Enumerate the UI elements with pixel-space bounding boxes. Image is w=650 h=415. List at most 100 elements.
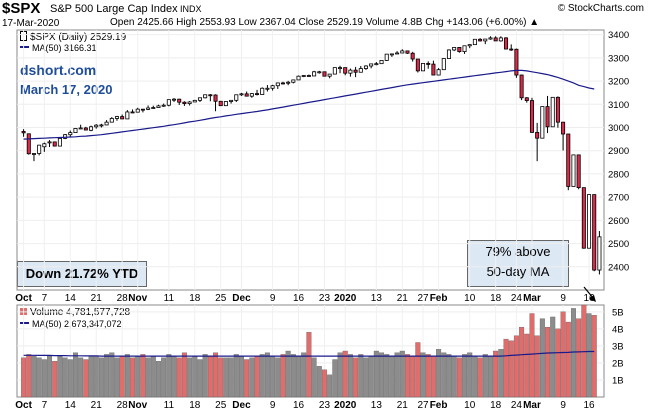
price-y-tick-label: 2900 xyxy=(608,146,629,157)
volume-bar xyxy=(399,350,405,398)
volume-bar xyxy=(353,357,359,398)
copyright-label: © StockCharts.com xyxy=(557,3,644,14)
volume-bar xyxy=(363,357,369,398)
volume-bar xyxy=(327,374,333,398)
price-x-tick-label: Nov xyxy=(128,293,147,304)
volume-bar xyxy=(384,354,390,398)
price-x-tick-label: 9 xyxy=(560,293,566,304)
volume-bar xyxy=(259,354,265,398)
candle xyxy=(42,143,47,148)
volume-x-tick-label: 24 xyxy=(511,400,523,411)
candle xyxy=(441,58,446,71)
site-annotation: dshort.com xyxy=(20,62,97,78)
volume-bar xyxy=(306,332,312,398)
volume-bar xyxy=(202,354,208,398)
candle xyxy=(524,97,529,101)
volume-bar xyxy=(560,311,566,398)
volume-x-tick-label: 18 xyxy=(490,400,502,411)
volume-bar xyxy=(503,338,509,398)
candle xyxy=(592,194,597,271)
volume-bar xyxy=(534,335,540,398)
volume-y-tick-label: 5B xyxy=(612,307,624,318)
candle xyxy=(374,63,379,66)
price-x-tick-label: 25 xyxy=(215,293,227,304)
volume-bar xyxy=(140,354,146,398)
candle xyxy=(83,127,88,131)
candle xyxy=(182,101,187,104)
volume-bar xyxy=(270,355,276,398)
candle xyxy=(301,75,306,77)
volume-bar xyxy=(342,350,348,398)
volume-bar xyxy=(487,355,493,398)
candle xyxy=(478,38,483,42)
volume-bar xyxy=(539,318,545,398)
price-y-tick-label: 3000 xyxy=(608,123,629,134)
volume-bar xyxy=(104,354,110,398)
volume-bar xyxy=(78,357,84,398)
price-x-tick-label: 21 xyxy=(91,293,103,304)
candle xyxy=(312,71,317,77)
volume-bar xyxy=(72,352,78,398)
volume-x-tick-label: 11 xyxy=(164,400,175,411)
volume-bar xyxy=(550,316,556,398)
candle xyxy=(151,107,156,109)
candle xyxy=(94,124,99,128)
volume-x-tick-label: 25 xyxy=(215,400,227,411)
volume-bar xyxy=(280,354,286,398)
candle xyxy=(317,71,322,74)
candle xyxy=(280,82,285,85)
candle xyxy=(535,131,540,139)
volume-bar xyxy=(404,354,410,398)
candle xyxy=(156,105,161,108)
volume-bar xyxy=(467,352,473,398)
volume-bar xyxy=(228,357,234,398)
candle xyxy=(483,38,488,42)
price-y-tick-label: 3100 xyxy=(608,100,629,111)
candle xyxy=(322,71,327,77)
candle xyxy=(203,94,208,99)
candle xyxy=(519,74,524,99)
candle xyxy=(260,87,265,95)
candle xyxy=(291,79,296,83)
price-x-tick-label: 13 xyxy=(371,293,383,304)
volume-x-tick-label: Nov xyxy=(128,400,147,411)
volume-y-tick-label: 1B xyxy=(612,375,624,386)
price-y-tick-label: 2400 xyxy=(608,262,629,273)
callout-arrow-head xyxy=(589,295,596,302)
candle xyxy=(555,96,560,123)
volume-bar xyxy=(192,355,198,398)
candle xyxy=(296,75,301,81)
volume-bar xyxy=(296,355,302,398)
volume-bar xyxy=(477,357,483,398)
candle xyxy=(68,132,73,136)
volume-bar xyxy=(233,354,239,398)
volume-bar xyxy=(337,352,343,398)
candle xyxy=(275,82,280,87)
volume-x-tick-label: 10 xyxy=(464,400,476,411)
price-x-tick-label: 11 xyxy=(164,293,175,304)
candle xyxy=(109,118,114,123)
volume-x-tick-label: 14 xyxy=(65,400,77,411)
candle xyxy=(467,44,472,47)
candle xyxy=(130,111,135,114)
volume-bar xyxy=(62,357,68,398)
volume-bar xyxy=(545,326,551,398)
volume-bar xyxy=(238,355,244,398)
candle xyxy=(57,138,62,147)
volume-x-tick-label: 28 xyxy=(117,400,129,411)
volume-bar xyxy=(218,357,224,398)
candle xyxy=(89,126,94,131)
volume-bar xyxy=(332,359,338,398)
candle xyxy=(192,99,197,103)
candle xyxy=(363,65,368,69)
exchange-label: INDX xyxy=(180,4,202,14)
volume-bar xyxy=(472,355,478,398)
candle xyxy=(369,63,374,67)
volume-bar xyxy=(213,352,219,398)
volume-bar xyxy=(114,357,120,398)
quote-line: Open 2425.66 High 2553.93 Low 2367.04 Cl… xyxy=(110,17,540,28)
candle xyxy=(208,94,213,97)
volume-y-tick-label: 2B xyxy=(612,358,624,369)
candle xyxy=(498,37,503,42)
candle xyxy=(472,38,477,46)
